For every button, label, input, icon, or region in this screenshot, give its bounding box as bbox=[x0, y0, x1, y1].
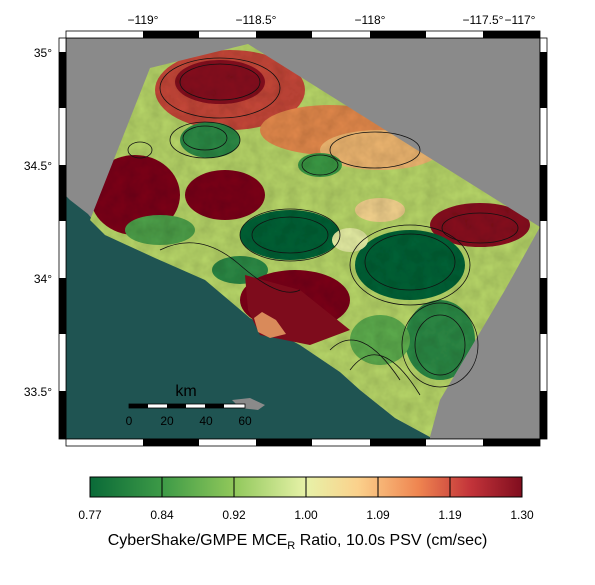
colorbar-label: 1.19 bbox=[438, 508, 462, 522]
colorbar-label: 1.00 bbox=[294, 508, 318, 522]
frame-bar-right bbox=[539, 37, 548, 440]
lon-label: −117° bbox=[505, 13, 536, 27]
colorbar-label: 1.09 bbox=[366, 508, 390, 522]
lat-label: 34° bbox=[34, 272, 52, 286]
frame-bar-bottom bbox=[65, 438, 541, 447]
lat-label: 34.5° bbox=[24, 159, 52, 173]
lat-label: 35° bbox=[34, 46, 52, 60]
scale-tick: 40 bbox=[199, 414, 213, 428]
lon-label: −118° bbox=[355, 13, 386, 27]
scale-tick: 60 bbox=[238, 414, 252, 428]
peninsula-area bbox=[254, 312, 286, 338]
colorbar-label: 0.92 bbox=[222, 508, 246, 522]
lon-label: −117.5° bbox=[463, 13, 504, 27]
colorbar-label: 0.84 bbox=[150, 508, 174, 522]
lon-label: −118.5° bbox=[236, 13, 277, 27]
colorbar-title-main: CyberShake/GMPE MCE bbox=[107, 532, 288, 549]
scale-tick: 20 bbox=[160, 414, 174, 428]
frame-bar-left bbox=[58, 37, 67, 440]
colorbar-title-sub: R bbox=[287, 540, 296, 553]
contour-lines bbox=[127, 57, 519, 396]
colorbar-title-rest: Ratio, 10.0s PSV (cm/sec) bbox=[295, 532, 488, 549]
colorbar-label: 1.30 bbox=[510, 508, 534, 522]
scale-tick: 0 bbox=[126, 414, 133, 428]
lon-label: −119° bbox=[128, 13, 159, 27]
colorbar: 0.77 0.84 0.92 1.00 1.09 1.19 1.30 bbox=[78, 476, 534, 522]
colorbar-title: CyberShake/GMPE MCER Ratio, 10.0s PSV (c… bbox=[0, 532, 595, 552]
lat-label: 33.5° bbox=[24, 385, 52, 399]
scale-bar-title: km bbox=[175, 383, 196, 400]
scale-bar: km 0 20 40 60 bbox=[126, 383, 252, 428]
frame-bar-top bbox=[65, 30, 541, 39]
colorbar-label: 0.77 bbox=[78, 508, 102, 522]
